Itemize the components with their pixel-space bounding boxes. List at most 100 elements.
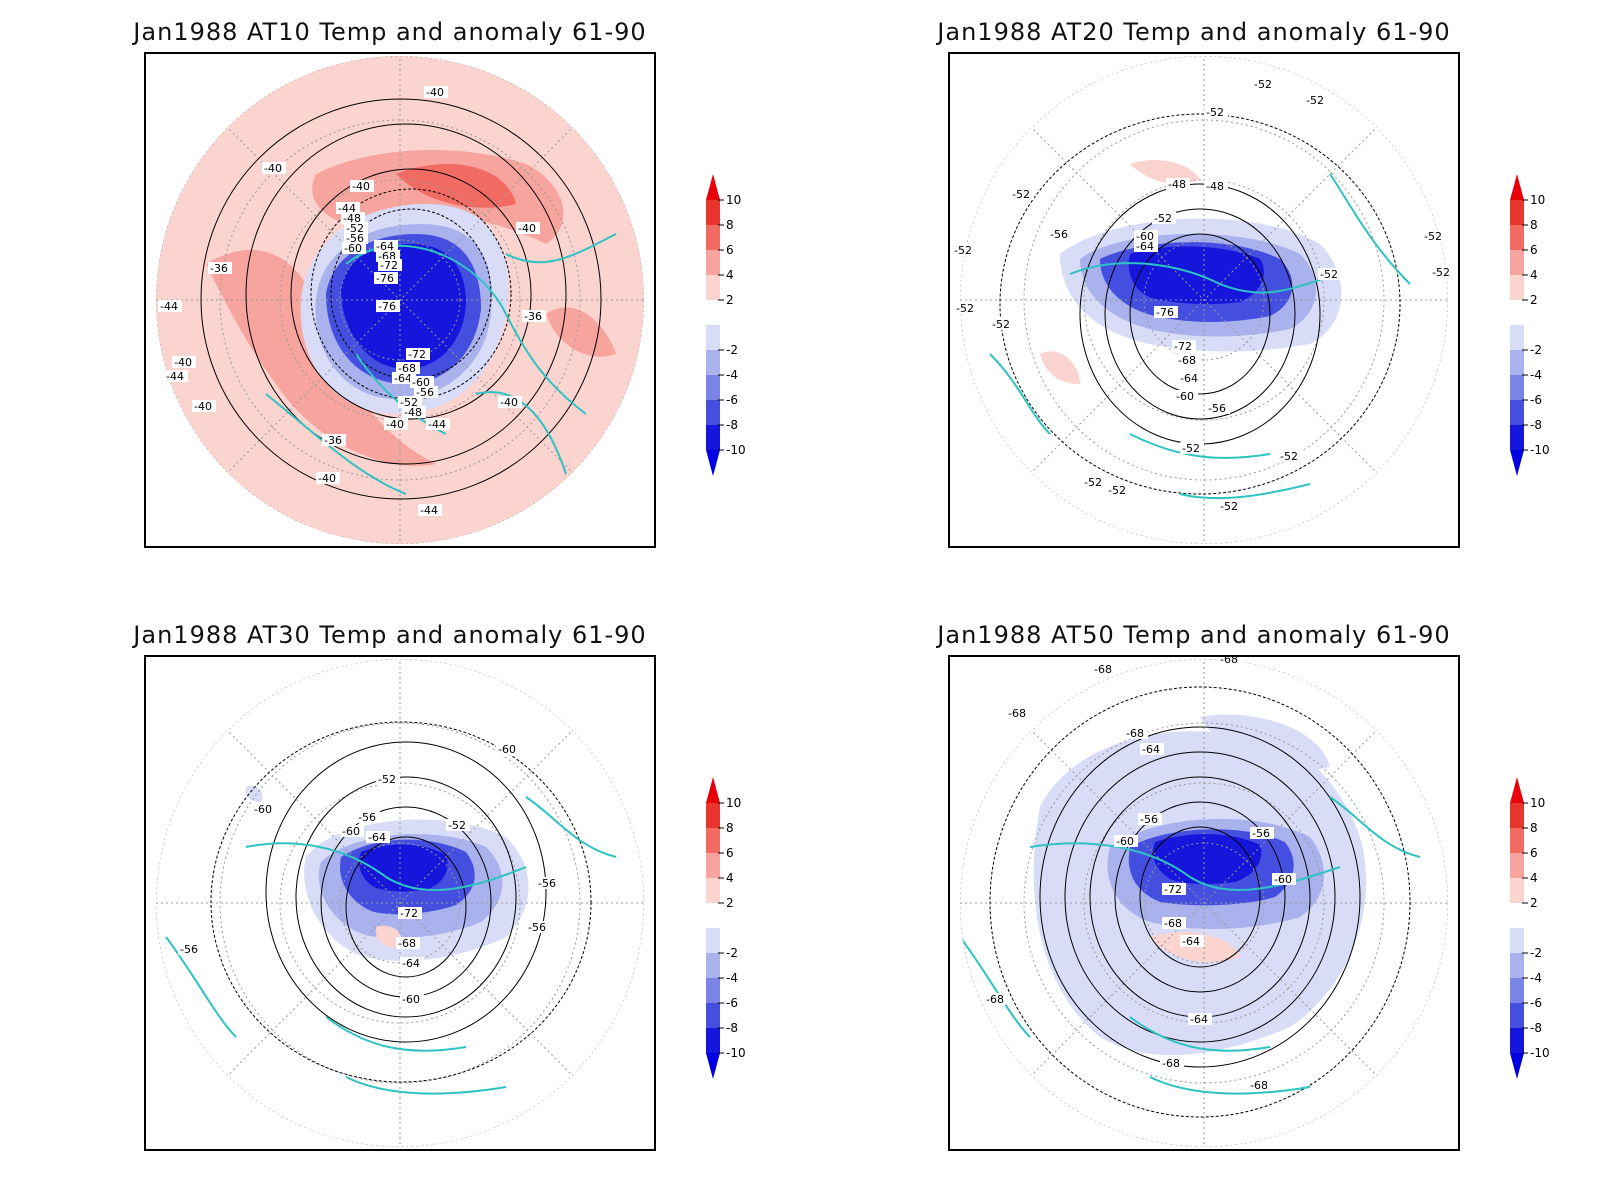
- colorbar-segment: [1510, 325, 1524, 350]
- colorbar-svg: 10 8 6 4 2 -2 -4 -6 -8 -10: [1510, 777, 1550, 1079]
- contour-label: -72: [1174, 340, 1192, 353]
- contour-labels: -60 -60 -52 -56 -60 -64 -52 -56 -56 -56 …: [178, 743, 560, 1006]
- colorbar-label: -10: [1530, 1046, 1550, 1060]
- contour-label: -56: [528, 921, 546, 934]
- colorbar-label: 6: [1530, 243, 1538, 257]
- colorbar-label: 4: [726, 871, 734, 885]
- colorbar-segment: [1510, 853, 1524, 878]
- colorbar-segment: [706, 1003, 720, 1028]
- colorbar-label: -4: [1530, 971, 1542, 985]
- colorbar-label: -2: [1530, 946, 1542, 960]
- contour-label: -52: [956, 302, 974, 315]
- contour-label: -68: [986, 993, 1004, 1006]
- colorbar-arrow-bottom: [706, 1053, 720, 1079]
- colorbar: 10 8 6 4 2 -2 -4 -6 -8 -10: [1510, 174, 1580, 476]
- polar-map: -60 -60 -52 -56 -60 -64 -52 -56 -56 -56 …: [156, 659, 644, 1147]
- colorbar-label: -2: [726, 343, 738, 357]
- colorbar-segment: [706, 250, 720, 275]
- panel-title: Jan1988 AT30 Temp and anomaly 61-90: [133, 621, 647, 649]
- colorbar-segment: [1510, 803, 1524, 828]
- polar-map: -68 -68 -68 -68 -64 -56 -60 -56 -60 -72 …: [960, 657, 1448, 1147]
- colorbar-label: -10: [726, 1046, 746, 1060]
- colorbar-label: -10: [726, 443, 746, 457]
- colorbar-svg: 10 8 6 4 2 -2 -4 -6 -8 -10: [1510, 174, 1550, 476]
- colorbar: 10 8 6 4 2 -2 -4 -6 -8 -10: [706, 174, 776, 476]
- colorbar-label: 2: [726, 293, 734, 307]
- colorbar-segment: [706, 1028, 720, 1053]
- contour-label: -68: [1008, 707, 1026, 720]
- contour-label: -36: [324, 434, 342, 447]
- colorbar-svg: 10 8 6 4 2 -2 -4 -6 -8 -10: [706, 174, 746, 476]
- contour-label: -52: [346, 222, 364, 235]
- colorbar-arrow-top: [1510, 777, 1524, 803]
- colorbar-segment: [1510, 200, 1524, 225]
- contour-label: -48: [404, 406, 422, 419]
- contour-label: -36: [524, 310, 542, 323]
- colorbar-segment: [706, 225, 720, 250]
- colorbar-segment: [706, 878, 720, 903]
- contour-label: -68: [1178, 354, 1196, 367]
- contour-label: -60: [402, 993, 420, 1006]
- colorbar-label: 6: [1530, 846, 1538, 860]
- contour-label: -40: [500, 396, 518, 409]
- colorbar-segment: [1510, 250, 1524, 275]
- contour-label: -56: [1252, 827, 1270, 840]
- colorbar-label: 8: [1530, 821, 1538, 835]
- colorbar-segment: [1510, 928, 1524, 953]
- contour-label: -76: [376, 272, 394, 285]
- colorbar-label: 8: [726, 218, 734, 232]
- contour-label: -52: [954, 244, 972, 257]
- colorbar-label: -10: [1530, 443, 1550, 457]
- colorbar-segment: [706, 350, 720, 375]
- colorbar-label: 10: [1530, 796, 1545, 810]
- map-frame: -52 -52 -52 -52 -48 -48 -52 -56 -60 -64 …: [948, 52, 1460, 548]
- colorbar-segment: [1510, 1028, 1524, 1053]
- contour-label: -72: [408, 348, 426, 361]
- colorbar-segment: [706, 803, 720, 828]
- panel-title: Jan1988 AT20 Temp and anomaly 61-90: [937, 18, 1451, 46]
- contour-label: -56: [180, 943, 198, 956]
- contour-label: -56: [1208, 402, 1226, 415]
- contour-label: -60: [1136, 230, 1154, 243]
- panel-title: Jan1988 AT50 Temp and anomaly 61-90: [937, 621, 1451, 649]
- panel-title: Jan1988 AT10 Temp and anomaly 61-90: [133, 18, 647, 46]
- contour-label: -64: [1182, 935, 1200, 948]
- colorbar-label: 2: [1530, 896, 1538, 910]
- contour-label: -52: [1432, 266, 1450, 279]
- contour-label: -40: [386, 418, 404, 431]
- contour-label: -60: [344, 242, 362, 255]
- contour-label: -68: [1126, 727, 1144, 740]
- contour-label: -56: [538, 877, 556, 890]
- colorbar-segment: [1510, 400, 1524, 425]
- contour-label: -52: [1280, 450, 1298, 463]
- colorbar-label: 4: [1530, 268, 1538, 282]
- colorbar-segment: [1510, 375, 1524, 400]
- contour-label: -52: [992, 318, 1010, 331]
- contour-labels: -40 -40 -40 -44 -48 -52 -56 -60 -64 -68 …: [158, 86, 546, 517]
- contour-label: -56: [346, 232, 364, 245]
- contour-label: -40: [518, 222, 536, 235]
- contour-label: -40: [174, 356, 192, 369]
- colorbar-label: -2: [726, 946, 738, 960]
- colorbar-label: 10: [726, 796, 741, 810]
- colorbar-label: -2: [1530, 343, 1542, 357]
- contour-labels: -68 -68 -68 -68 -64 -56 -60 -56 -60 -72 …: [984, 657, 1296, 1092]
- contour-label: -52: [1182, 442, 1200, 455]
- colorbar-segment: [1510, 828, 1524, 853]
- contour-label: -56: [358, 811, 376, 824]
- contour-label: -76: [1156, 306, 1174, 319]
- colorbar-segment: [1510, 978, 1524, 1003]
- contour-label: -44: [166, 370, 184, 383]
- contour-label: -64: [1190, 1013, 1208, 1026]
- colorbar-segment: [706, 200, 720, 225]
- colorbar-label: -8: [726, 1021, 738, 1035]
- colorbar-segment: [706, 978, 720, 1003]
- colorbar: 10 8 6 4 2 -2 -4 -6 -8 -10: [706, 777, 776, 1079]
- colorbar-arrow-top: [706, 777, 720, 803]
- contour-label: -40: [426, 86, 444, 99]
- colorbar-segment: [1510, 225, 1524, 250]
- contour-label: -68: [398, 362, 416, 375]
- colorbar-label: -4: [726, 368, 738, 382]
- colorbar-arrow-bottom: [1510, 1053, 1524, 1079]
- colorbar-segment: [706, 425, 720, 450]
